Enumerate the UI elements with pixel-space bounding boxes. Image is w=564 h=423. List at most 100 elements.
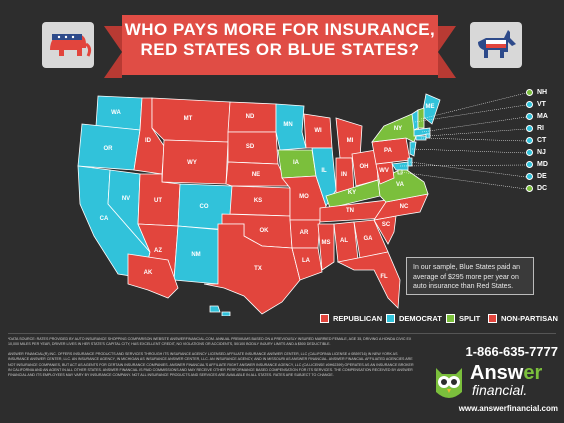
leader-line-md xyxy=(399,164,527,167)
ne-dot-md xyxy=(526,161,533,168)
data-source-note: *DATA SOURCE: RATES PROVIDED BY AUTO INS… xyxy=(8,337,412,347)
state-label-ms: MS xyxy=(322,240,331,246)
donkey-icon xyxy=(470,22,522,68)
phone-number[interactable]: 1-866-635-7777 xyxy=(465,344,558,359)
footnote: *DATA SOURCE: RATES PROVIDED BY AUTO INS… xyxy=(8,337,416,383)
state-ne xyxy=(225,161,289,187)
state-label-ky: KY xyxy=(348,190,356,196)
state-label-ut: UT xyxy=(154,198,162,204)
state-label-ca: CA xyxy=(100,216,109,222)
leader-line-nh xyxy=(420,92,527,120)
state-label-mn: MN xyxy=(283,122,292,128)
state-label-sc: SC xyxy=(382,222,391,228)
state-nh xyxy=(417,107,425,129)
title-line-2: RED STATES OR BLUE STATES? xyxy=(140,40,420,59)
state-label-co: CO xyxy=(200,204,209,210)
ne-dot-de xyxy=(526,173,533,180)
ne-label-ri: RI xyxy=(537,125,544,132)
leader-line-ct xyxy=(420,137,527,142)
state-la xyxy=(291,247,323,281)
state-label-sd: SD xyxy=(246,144,255,150)
legend-label-democrat: DEMOCRAT xyxy=(399,314,442,323)
state-label-or: OR xyxy=(104,146,114,152)
state-ak xyxy=(127,253,179,299)
ne-dot-ma xyxy=(526,113,533,120)
legend: REPUBLICAN DEMOCRAT SPLIT NON-PARTISAN xyxy=(320,312,558,326)
brand-part-2: er xyxy=(523,362,543,384)
ne-label-de: DE xyxy=(537,173,547,180)
ribbon-tail-left xyxy=(104,26,122,78)
ribbon-tail-right xyxy=(438,26,456,78)
ne-label-nh: NH xyxy=(537,89,548,96)
state-label-in: IN xyxy=(341,172,347,178)
leader-line-ri xyxy=(427,128,527,137)
brand-name: Answer xyxy=(470,362,542,384)
legend-label-republican: REPUBLICAN xyxy=(333,314,383,323)
ne-dot-ri xyxy=(526,125,533,132)
ne-dot-nj xyxy=(526,149,533,156)
title-ribbon xyxy=(122,15,438,75)
ne-label-vt: VT xyxy=(537,101,546,108)
callout-box: In our sample, Blue States paid an avera… xyxy=(406,257,534,295)
ne-label-md: MD xyxy=(537,161,548,168)
state-label-nm: NM xyxy=(191,252,200,258)
ne-dot-ct xyxy=(526,137,533,144)
state-label-wa: WA xyxy=(111,110,121,116)
legend-swatch-split xyxy=(446,314,455,323)
footer-divider xyxy=(8,333,556,334)
state-label-ne: NE xyxy=(252,172,260,178)
ne-label-nj: NJ xyxy=(537,149,546,156)
state-label-va: VA xyxy=(396,182,405,188)
state-label-wi: WI xyxy=(314,128,322,134)
leader-line-de xyxy=(409,161,527,178)
state-ms xyxy=(317,223,335,271)
state-label-nd: ND xyxy=(246,114,255,120)
state-label-ia: IA xyxy=(293,160,300,166)
state-label-fl: FL xyxy=(380,274,388,280)
state-label-az: AZ xyxy=(154,248,162,254)
ne-label-dc: DC xyxy=(537,185,548,192)
state-label-ny: NY xyxy=(394,126,402,132)
elephant-icon xyxy=(42,22,94,68)
leader-line-ma xyxy=(421,116,527,133)
answer-financial-logo[interactable]: Answer financial. xyxy=(432,362,558,402)
page-title: WHO PAYS MORE FOR INSURANCE, RED STATES … xyxy=(122,20,438,60)
state-tx xyxy=(203,223,301,315)
state-label-wy: WY xyxy=(187,160,197,166)
state-label-ks: KS xyxy=(254,198,262,204)
legend-swatch-democrat xyxy=(386,314,395,323)
state-label-ak: AK xyxy=(144,270,153,276)
ne-label-ma: MA xyxy=(537,113,548,120)
state-label-nc: NC xyxy=(400,204,409,210)
ne-dot-dc xyxy=(526,185,533,192)
state-label-mo: MO xyxy=(299,194,309,200)
state-fl xyxy=(336,251,401,309)
us-map: WA OR CA NV ID MT WY UT CO AZ NM ND SD NE KS OK TX MN IA MO… xyxy=(77,92,527,316)
leader-line-nj xyxy=(411,148,527,154)
state-label-tx: TX xyxy=(254,266,262,272)
brand-line-2: financial. xyxy=(472,382,528,398)
state-label-ok: OK xyxy=(260,228,270,234)
state-label-il: IL xyxy=(321,168,327,174)
website-link[interactable]: www.answerfinancial.com xyxy=(458,404,558,413)
ne-dot-nh xyxy=(526,89,533,96)
state-label-mi: MI xyxy=(347,138,354,144)
legend-swatch-non-partisan xyxy=(488,314,497,323)
state-label-me: ME xyxy=(426,104,435,110)
state-label-ar: AR xyxy=(300,230,309,236)
state-label-pa: PA xyxy=(384,148,393,154)
callout-text: In our sample, Blue States paid an avera… xyxy=(413,264,521,290)
state-label-nv: NV xyxy=(122,196,130,202)
state-hi xyxy=(209,305,231,316)
ne-dot-vt xyxy=(526,101,533,108)
legend-label-split: SPLIT xyxy=(459,314,481,323)
leader-line-vt xyxy=(414,104,527,123)
legend-swatch-republican xyxy=(320,314,329,323)
state-label-ga: GA xyxy=(364,236,374,242)
state-label-wv: WV xyxy=(379,168,389,174)
state-label-tn: TN xyxy=(346,208,354,214)
owl-icon xyxy=(436,368,462,398)
title-line-1: WHO PAYS MORE FOR INSURANCE, xyxy=(124,20,436,39)
state-label-oh: OH xyxy=(360,164,369,170)
